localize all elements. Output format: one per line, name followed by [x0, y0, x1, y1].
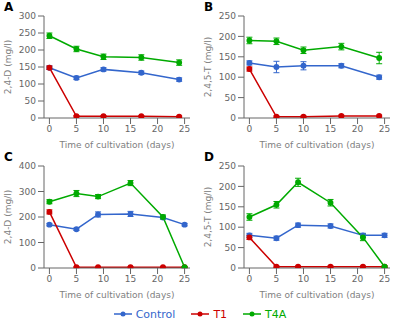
- html-text:T1: T1: [213, 307, 228, 321]
- svg-text:15: 15: [325, 274, 336, 284]
- html-text:C: C: [4, 150, 13, 164]
- svg-text:150: 150: [19, 62, 36, 72]
- svg-text:300: 300: [19, 11, 36, 21]
- svg-text:300: 300: [19, 187, 36, 197]
- svg-text:5: 5: [74, 124, 80, 134]
- svg-text:0: 0: [247, 124, 253, 134]
- svg-text:200: 200: [19, 45, 36, 55]
- svg-text:0: 0: [230, 263, 236, 273]
- svg-text:0: 0: [47, 124, 53, 134]
- html-text:Control: Control: [135, 307, 176, 321]
- svg-text:Time of cultivation (days): Time of cultivation (days): [259, 290, 375, 300]
- svg-text:20: 20: [352, 124, 364, 134]
- svg-text:0: 0: [30, 113, 36, 123]
- svg-text:100: 100: [19, 79, 36, 89]
- svg-text:15: 15: [325, 124, 336, 134]
- svg-text:100: 100: [219, 72, 236, 82]
- svg-text:2,4-D (mg/l): 2,4-D (mg/l): [8, 190, 13, 244]
- svg-text:2,4,5-T (mg/l): 2,4,5-T (mg/l): [203, 187, 213, 248]
- svg-text:250: 250: [19, 28, 36, 38]
- svg-text:0: 0: [47, 274, 53, 284]
- svg-text:25: 25: [179, 124, 190, 134]
- svg-text:150: 150: [219, 52, 236, 62]
- svg-text:250: 250: [219, 161, 236, 171]
- svg-text:2,4,5-T (mg/l): 2,4,5-T (mg/l): [203, 37, 213, 98]
- svg-text:15: 15: [125, 274, 136, 284]
- svg-text:150: 150: [219, 202, 236, 212]
- svg-text:25: 25: [379, 124, 390, 134]
- svg-text:25: 25: [379, 274, 390, 284]
- svg-text:200: 200: [219, 182, 236, 192]
- html-text:T4A: T4A: [265, 307, 287, 321]
- svg-text:5: 5: [274, 124, 280, 134]
- svg-text:200: 200: [19, 212, 36, 222]
- svg-text:250: 250: [219, 11, 236, 21]
- svg-text:Time of cultivation (days): Time of cultivation (days): [59, 140, 175, 150]
- svg-text:Time of cultivation (days): Time of cultivation (days): [59, 290, 175, 300]
- html-text:B: B: [204, 0, 214, 14]
- svg-text:20: 20: [352, 274, 364, 284]
- svg-text:0: 0: [230, 113, 236, 123]
- svg-text:Time of cultivation (days): Time of cultivation (days): [259, 140, 375, 150]
- html-text:A: A: [4, 0, 14, 14]
- svg-text:25: 25: [179, 274, 190, 284]
- svg-text:100: 100: [19, 238, 36, 248]
- svg-text:15: 15: [125, 124, 136, 134]
- svg-text:200: 200: [219, 32, 236, 42]
- svg-text:0: 0: [30, 263, 36, 273]
- svg-text:400: 400: [19, 161, 36, 171]
- svg-text:5: 5: [274, 274, 280, 284]
- svg-text:10: 10: [298, 124, 310, 134]
- html-text:D: D: [204, 150, 214, 164]
- svg-text:10: 10: [98, 124, 110, 134]
- svg-text:20: 20: [152, 124, 164, 134]
- svg-text:100: 100: [219, 222, 236, 232]
- svg-text:10: 10: [298, 274, 310, 284]
- svg-text:20: 20: [152, 274, 164, 284]
- svg-text:50: 50: [225, 243, 237, 253]
- svg-text:5: 5: [74, 274, 80, 284]
- svg-text:0: 0: [247, 274, 253, 284]
- svg-text:10: 10: [98, 274, 110, 284]
- svg-text:50: 50: [225, 93, 237, 103]
- svg-text:2,4-D (mg/l): 2,4-D (mg/l): [8, 40, 13, 94]
- svg-text:50: 50: [25, 96, 37, 106]
